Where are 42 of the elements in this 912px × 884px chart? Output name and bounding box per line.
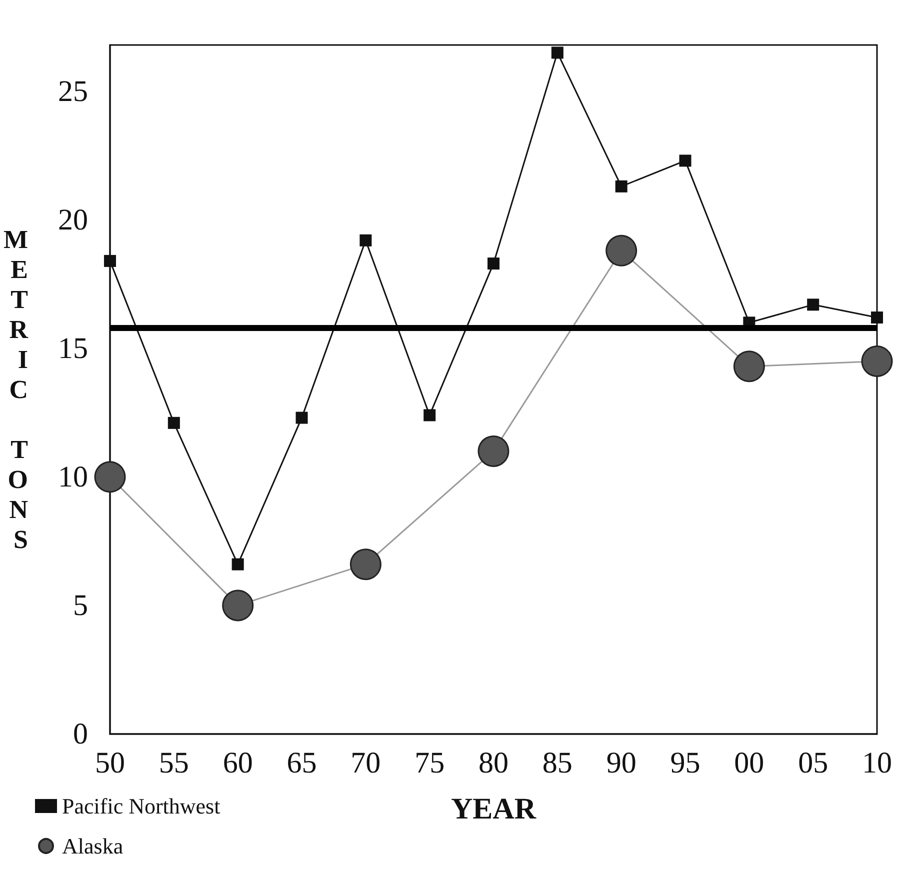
point — [606, 234, 638, 266]
point — [478, 435, 510, 467]
y-tick-label: 0 — [73, 718, 88, 750]
point — [861, 345, 893, 377]
point — [350, 548, 382, 580]
legend-label: Pacific Northwest — [62, 794, 220, 818]
x-tick-label: 10 — [862, 746, 892, 780]
x-tick-label: 75 — [414, 746, 445, 780]
point — [615, 180, 628, 192]
point — [807, 298, 820, 311]
x-tick-label: 05 — [798, 746, 828, 780]
point — [679, 154, 692, 167]
x-tick-label: 70 — [350, 746, 381, 780]
legend-label: Alaska — [62, 834, 124, 858]
point — [222, 590, 254, 622]
point — [168, 416, 180, 429]
x-tick-label: 60 — [222, 746, 253, 780]
point — [733, 350, 765, 382]
y-tick-label: 25 — [58, 74, 88, 108]
x-tick-label: 55 — [158, 746, 189, 780]
point — [360, 234, 372, 246]
x-tick-label: 85 — [542, 746, 572, 780]
x-tick-label: 00 — [734, 746, 764, 780]
y-tick-label: 10 — [58, 460, 88, 494]
text: METRIC TONS — [3, 225, 28, 554]
x-tick-label: 95 — [670, 746, 700, 780]
point — [232, 558, 244, 570]
y-tick-label: 5 — [73, 588, 88, 622]
y-tick-label: 15 — [58, 332, 88, 365]
y-tick-label: 20 — [58, 203, 88, 236]
x-tick-label: 65 — [286, 746, 317, 780]
point — [94, 461, 126, 493]
point — [104, 254, 116, 267]
point — [871, 312, 883, 324]
point — [488, 258, 500, 270]
point — [551, 46, 564, 59]
x-tick-label: 50 — [95, 746, 125, 780]
point — [296, 412, 308, 424]
x-axis-title: YEAR — [450, 792, 536, 826]
x-tick-label: 80 — [478, 746, 508, 780]
point — [424, 409, 436, 422]
x-tick-label: 90 — [606, 746, 636, 780]
